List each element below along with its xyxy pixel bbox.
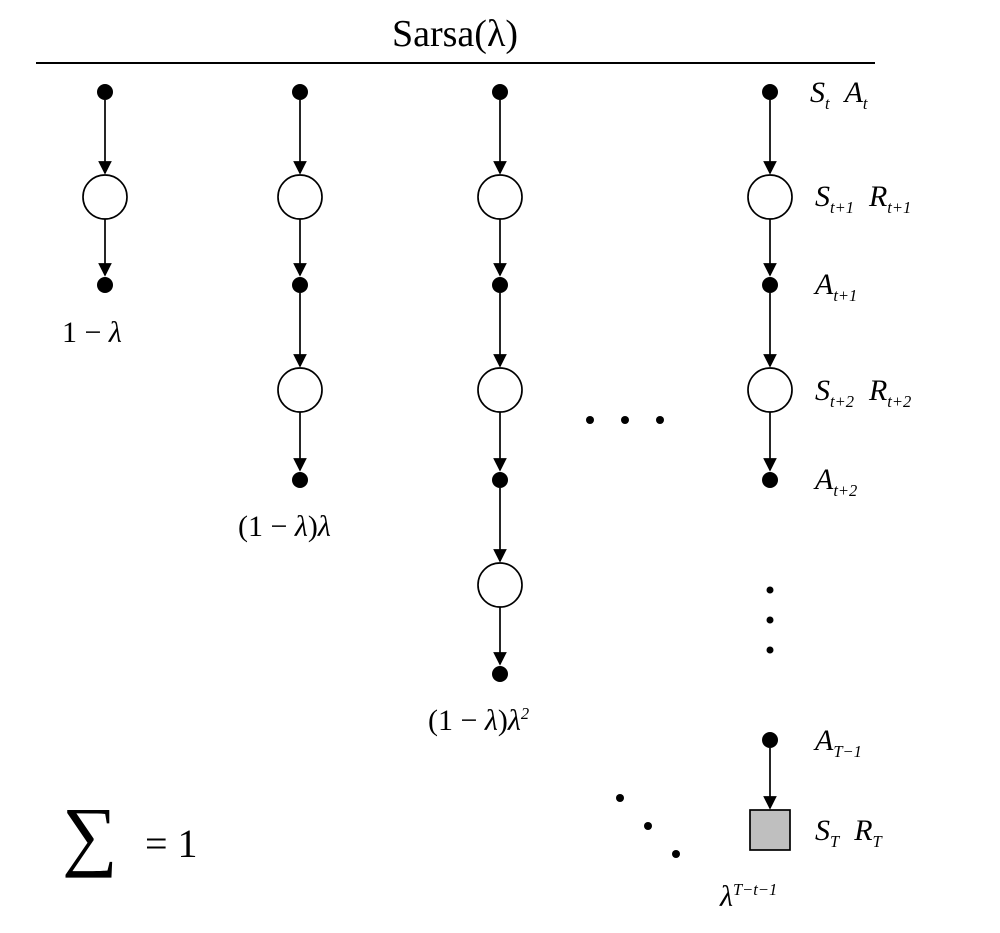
sum-symbol: ∑	[62, 790, 118, 880]
side-label-ST-RT: ST RT	[815, 814, 882, 852]
side-label-St1-Rt1: St+1 Rt+1	[815, 180, 911, 218]
weight-col1: 1 − λ	[62, 316, 122, 350]
weight-col4: λT−t−1	[720, 880, 777, 914]
side-label-At1: At+1	[815, 268, 857, 306]
diagram-canvas: Sarsa(λ) 1 − λ (1 − λ)λ (1 − λ)λ2 λT−t−1…	[0, 0, 1000, 933]
sum-equals-one: = 1	[145, 820, 198, 867]
side-label-ATm1: AT−1	[815, 724, 862, 762]
side-label-St2-Rt2: St+2 Rt+2	[815, 374, 911, 412]
weight-col3: (1 − λ)λ2	[428, 704, 529, 738]
side-label-St-At: St At	[810, 76, 868, 114]
side-label-At2: At+2	[815, 463, 857, 501]
weight-col2: (1 − λ)λ	[238, 510, 331, 544]
